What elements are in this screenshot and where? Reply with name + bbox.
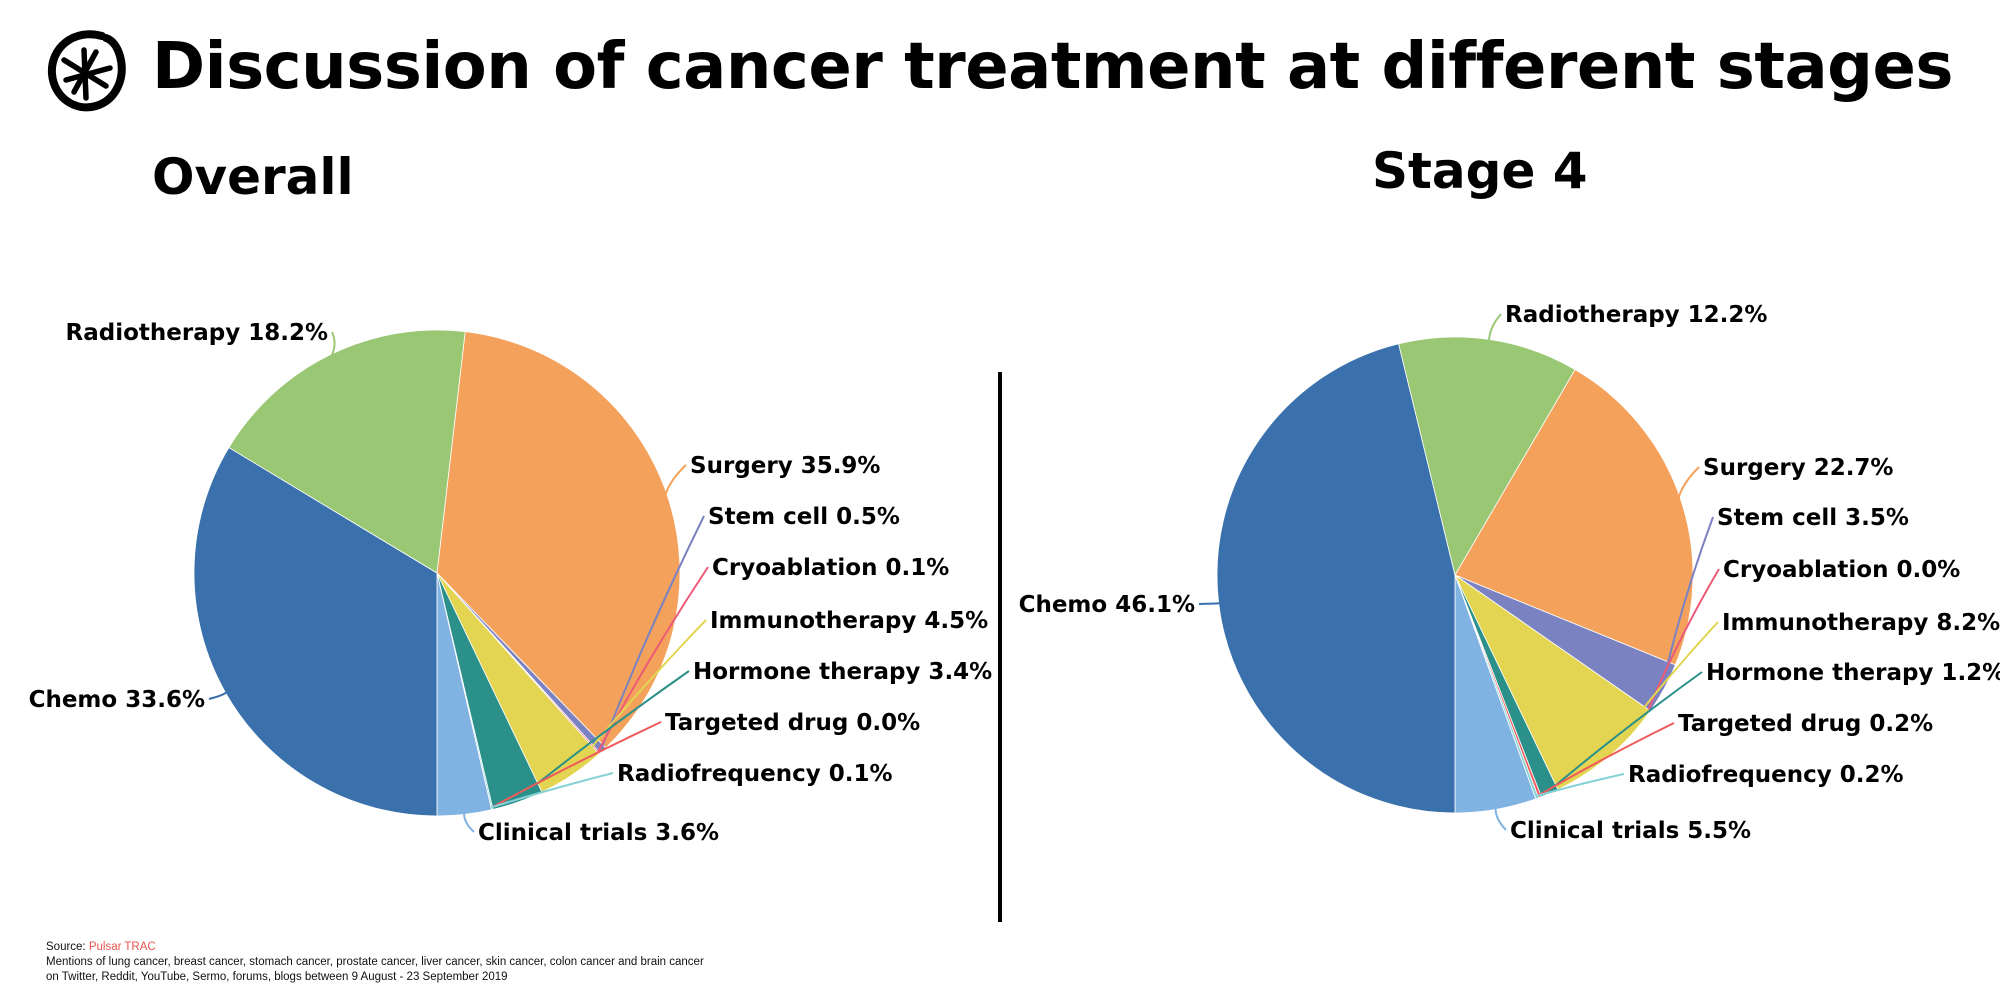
data-label: Clinical trials 5.5% — [1510, 818, 1751, 844]
data-label: Stem cell 0.5% — [708, 504, 900, 530]
leader-line — [1536, 773, 1625, 798]
data-label: Radiofrequency 0.2% — [1628, 762, 1904, 788]
data-label: Targeted drug 0.0% — [665, 710, 920, 736]
chart-title-stage4: Stage 4 — [1372, 142, 1588, 200]
data-label: Immunotherapy 8.2% — [1722, 610, 2000, 636]
data-label: Immunotherapy 4.5% — [710, 608, 988, 634]
data-label: Hormone therapy 3.4% — [693, 659, 992, 685]
leader-line — [463, 811, 475, 833]
leader-line — [491, 772, 614, 809]
data-label: Surgery 22.7% — [1703, 455, 1893, 481]
pie-stage4: Surgery 22.7% Stem cell 3.5% Cryoablation … — [1019, 302, 2000, 844]
data-label: Chemo 33.6% — [29, 687, 205, 713]
leader-line — [1494, 807, 1507, 831]
pie-overall: Surgery 35.9% Stem cell 0.5% Cryoablation … — [29, 320, 993, 846]
data-label: Clinical trials 3.6% — [478, 820, 719, 846]
data-label: Radiofrequency 0.1% — [617, 761, 893, 787]
data-label: Cryoablation 0.1% — [712, 555, 949, 581]
leader-line — [1198, 602, 1222, 605]
source-line: Source: Pulsar TRAC — [46, 940, 704, 955]
data-label: Chemo 46.1% — [1019, 592, 1195, 618]
pie-slice-radiotherapy — [228, 329, 466, 574]
footer-note: Source: Pulsar TRAC Mentions of lung can… — [46, 940, 704, 985]
leader-line — [330, 331, 336, 358]
leader-line — [1677, 466, 1700, 500]
data-label: Targeted drug 0.2% — [1678, 711, 1933, 737]
leader-line — [663, 464, 687, 497]
leader-line — [208, 690, 229, 700]
data-label: Cryoablation 0.0% — [1723, 557, 1960, 583]
leader-line — [1548, 671, 1703, 792]
pie-slice-surgery — [436, 331, 681, 749]
divider-line — [998, 372, 1002, 922]
source-name: Pulsar TRAC — [88, 941, 156, 953]
leader-line — [1538, 722, 1675, 796]
footer-line-1: Mentions of lung cancer, breast cancer, … — [46, 956, 704, 968]
leader-line — [1606, 621, 1719, 756]
leader-line — [492, 721, 662, 808]
leader-line — [600, 515, 705, 750]
source-label: Source: — [46, 941, 89, 953]
asterisk-circle-icon — [47, 30, 126, 112]
data-label: Radiotherapy 12.2% — [1505, 302, 1767, 328]
data-label: Stem cell 3.5% — [1717, 505, 1909, 531]
data-label: Radiotherapy 18.2% — [66, 320, 328, 346]
leader-line — [597, 566, 709, 753]
chart-title-overall: Overall — [152, 148, 354, 206]
data-label: Hormone therapy 1.2% — [1706, 660, 2000, 686]
data-label: Surgery 35.9% — [690, 453, 880, 479]
leader-line — [1488, 313, 1502, 342]
footer-line-2: on Twitter, Reddit, YouTube, Sermo, foru… — [46, 971, 508, 983]
leader-line — [569, 619, 707, 774]
page-title: Discussion of cancer treatment at differ… — [152, 30, 1953, 104]
